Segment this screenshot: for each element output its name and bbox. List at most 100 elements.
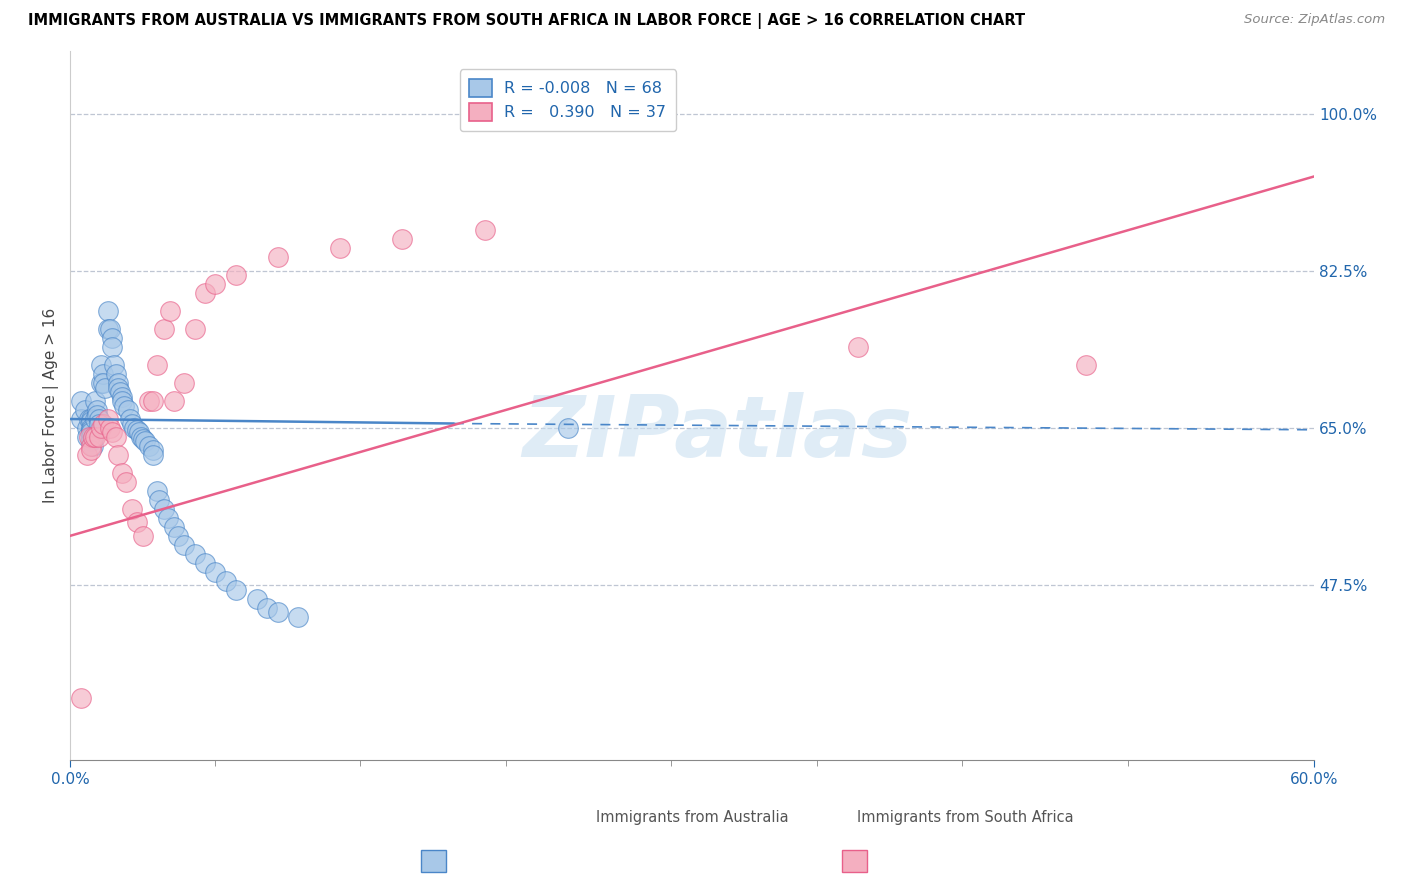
- Point: [84, 394, 107, 409]
- Point: [100, 340, 122, 354]
- Point: [159, 304, 181, 318]
- Point: [84, 412, 107, 426]
- Point: [111, 466, 134, 480]
- Point: [256, 600, 278, 615]
- Point: [138, 394, 160, 409]
- Point: [82, 432, 104, 446]
- Point: [204, 565, 226, 579]
- Point: [846, 340, 869, 354]
- Point: [80, 414, 103, 428]
- Point: [107, 448, 129, 462]
- Point: [80, 421, 103, 435]
- Point: [163, 520, 186, 534]
- Point: [107, 376, 129, 390]
- Point: [89, 430, 111, 444]
- Point: [152, 501, 174, 516]
- Point: [194, 286, 217, 301]
- Point: [124, 421, 146, 435]
- Point: [94, 380, 117, 394]
- Point: [121, 417, 143, 431]
- Point: [138, 439, 160, 453]
- Point: [121, 501, 143, 516]
- Point: [82, 439, 104, 453]
- Point: [246, 591, 269, 606]
- Point: [89, 412, 111, 426]
- Point: [146, 483, 169, 498]
- Point: [117, 403, 139, 417]
- Point: [111, 390, 134, 404]
- Point: [156, 511, 179, 525]
- Point: [391, 232, 413, 246]
- Legend: R = -0.008   N = 68, R =   0.390   N = 37: R = -0.008 N = 68, R = 0.390 N = 37: [460, 70, 676, 131]
- Point: [93, 417, 115, 431]
- Point: [80, 430, 103, 444]
- Point: [80, 425, 103, 440]
- Point: [84, 430, 107, 444]
- Point: [167, 529, 190, 543]
- Text: IMMIGRANTS FROM AUSTRALIA VS IMMIGRANTS FROM SOUTH AFRICA IN LABOR FORCE | AGE >: IMMIGRANTS FROM AUSTRALIA VS IMMIGRANTS …: [28, 13, 1025, 29]
- Point: [142, 448, 165, 462]
- Point: [86, 403, 108, 417]
- Point: [183, 322, 205, 336]
- Point: [77, 430, 100, 444]
- Point: [80, 412, 103, 426]
- Point: [115, 475, 138, 489]
- Text: Immigrants from South Africa: Immigrants from South Africa: [858, 810, 1074, 825]
- Point: [183, 547, 205, 561]
- Point: [80, 434, 103, 449]
- Point: [129, 430, 152, 444]
- Point: [108, 385, 131, 400]
- Point: [266, 250, 288, 264]
- Point: [77, 412, 100, 426]
- Point: [112, 399, 135, 413]
- Point: [100, 331, 122, 345]
- Point: [96, 304, 118, 318]
- Point: [173, 376, 195, 390]
- Point: [69, 394, 91, 409]
- Point: [266, 605, 288, 619]
- Point: [76, 430, 98, 444]
- Point: [76, 421, 98, 435]
- Y-axis label: In Labor Force | Age > 16: In Labor Force | Age > 16: [44, 308, 59, 503]
- Point: [89, 417, 111, 431]
- Point: [557, 421, 579, 435]
- Point: [111, 394, 134, 409]
- Point: [96, 322, 118, 336]
- Point: [86, 408, 108, 422]
- Point: [152, 322, 174, 336]
- Point: [125, 516, 148, 530]
- Point: [474, 223, 496, 237]
- Point: [132, 529, 155, 543]
- Point: [90, 421, 112, 435]
- Point: [173, 538, 195, 552]
- Point: [93, 367, 115, 381]
- Point: [142, 394, 165, 409]
- Point: [104, 367, 127, 381]
- Point: [80, 439, 103, 453]
- Point: [125, 423, 148, 437]
- Point: [287, 609, 309, 624]
- Point: [225, 268, 247, 283]
- Point: [329, 241, 352, 255]
- Text: Source: ZipAtlas.com: Source: ZipAtlas.com: [1244, 13, 1385, 27]
- Point: [107, 380, 129, 394]
- Point: [146, 358, 169, 372]
- Point: [132, 432, 155, 446]
- Text: ZIPatlas: ZIPatlas: [522, 392, 912, 475]
- Point: [98, 322, 121, 336]
- Point: [82, 430, 104, 444]
- Point: [134, 434, 156, 449]
- Point: [120, 412, 142, 426]
- Point: [100, 425, 122, 440]
- Point: [104, 430, 127, 444]
- Point: [80, 443, 103, 458]
- Point: [1074, 358, 1097, 372]
- Point: [90, 376, 112, 390]
- Point: [80, 423, 103, 437]
- Point: [98, 421, 121, 435]
- Point: [148, 492, 170, 507]
- Point: [225, 582, 247, 597]
- Point: [142, 443, 165, 458]
- Point: [103, 358, 125, 372]
- Point: [76, 448, 98, 462]
